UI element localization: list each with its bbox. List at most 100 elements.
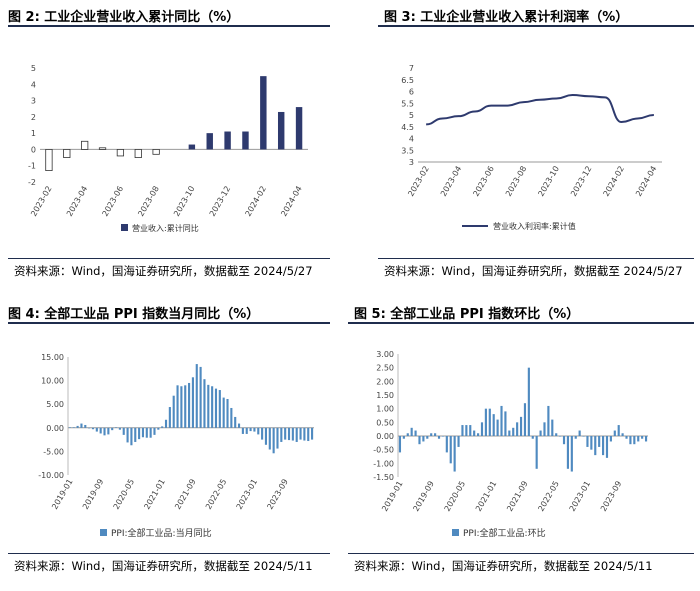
- x-tick-label: 2023-01: [568, 480, 593, 513]
- chart5-plot: -1.50 -1.00 -0.50 0.00 0.50 1.00 1.50 2.00 2.50 3…: [373, 350, 648, 539]
- bar-2021-10: [195, 364, 198, 428]
- bar-2019-07: [91, 427, 95, 430]
- legend-swatch: [452, 529, 459, 536]
- bar-2023-04: [264, 427, 268, 445]
- y-tick-label: 1.00: [376, 405, 394, 414]
- bar-2019-06: [418, 436, 421, 445]
- y-tick-label: 2.50: [376, 364, 394, 373]
- bar-2023-07: [134, 149, 142, 158]
- bar-2019-01: [68, 427, 71, 428]
- y-tick-label: 7: [409, 64, 414, 73]
- y-tick-label: 15.00: [41, 353, 64, 362]
- bar-2021-02: [164, 419, 168, 428]
- x-tick-label: 2019-01: [50, 478, 75, 511]
- bar-2024-03: [277, 111, 285, 150]
- bar-2023-01: [253, 427, 256, 432]
- bar-2020-07: [469, 425, 472, 436]
- x-tick-label: 2023-06: [471, 165, 496, 198]
- chart5-source-rule: [348, 553, 694, 554]
- bar-2020-02: [118, 427, 121, 430]
- y-tick-label: 0: [31, 145, 36, 154]
- bar-2022-07: [562, 436, 566, 445]
- x-tick-label: 2023-09: [265, 478, 290, 511]
- y-tick-label: -0.50: [373, 446, 394, 455]
- bar-2021-06: [180, 386, 183, 428]
- x-tick-label: 2022-05: [536, 480, 561, 513]
- bar-2022-08: [566, 436, 569, 469]
- bar-2021-07: [184, 385, 187, 428]
- x-tick-label: 2019-09: [411, 480, 436, 513]
- bar-2022-04: [218, 390, 221, 428]
- y-tick-label: 10.00: [41, 377, 64, 386]
- bar-2019-11: [107, 427, 110, 435]
- chart4-source: 资料来源：Wind，国海证券研究所，数据截至 2024/5/11: [14, 559, 313, 573]
- bar-2020-08: [473, 430, 476, 436]
- y-tick-label: 3.5: [401, 146, 414, 155]
- y-tick-label: 1.50: [376, 391, 394, 400]
- bar-2021-01: [161, 426, 164, 428]
- bar-2021-04: [172, 395, 175, 428]
- x-tick-label: 2023-02: [29, 185, 54, 218]
- bar-2022-05: [222, 397, 225, 428]
- bar-2021-11: [531, 436, 534, 439]
- x-tick-label: 2023-04: [65, 185, 90, 218]
- bar-2019-02: [402, 436, 405, 439]
- y-tick-label: 6: [409, 88, 414, 97]
- x-tick-label: 2023-08: [504, 165, 529, 198]
- bar-2020-11: [153, 427, 156, 435]
- legend-label: 营业收入利润率:累计值: [493, 221, 576, 231]
- chart3-title-rule: [378, 25, 694, 27]
- bar-2021-03: [500, 405, 503, 436]
- legend-label: 营业收入:累计同比: [132, 223, 199, 233]
- bar-2023-10: [621, 433, 624, 436]
- series-line: [426, 94, 654, 126]
- y-tick-label: 5.00: [46, 400, 64, 409]
- bar-2019-12: [111, 427, 114, 431]
- bar-2021-08: [188, 382, 191, 428]
- bar-2022-02: [543, 422, 546, 436]
- x-tick-label: 2023-12: [569, 165, 594, 198]
- y-tick-label: 3: [31, 97, 36, 106]
- bar-2022-11: [245, 427, 248, 434]
- bar-2023-04: [81, 140, 89, 150]
- bar-2021-07: [516, 422, 519, 436]
- bar-2024-02: [260, 76, 267, 150]
- bar-2023-07: [609, 436, 612, 442]
- x-tick-label: 2024-02: [602, 164, 627, 197]
- chart4-title-rule: [8, 322, 330, 324]
- bar-2019-09: [430, 433, 433, 436]
- bar-2023-12: [629, 436, 632, 445]
- bar-2019-05: [414, 430, 417, 436]
- bar-2024-04: [644, 436, 648, 442]
- chart5-title-rule: [348, 322, 694, 324]
- bar-2020-07: [138, 427, 141, 440]
- y-tick-label: 0.00: [376, 432, 394, 441]
- bar-2022-10: [241, 427, 244, 434]
- bar-2020-12: [157, 427, 160, 430]
- x-tick-label: 2023-12: [208, 185, 233, 218]
- bar-2020-04: [126, 427, 129, 443]
- bar-2022-06: [559, 436, 562, 437]
- bar-2023-02: [45, 149, 53, 172]
- chart2-title-rule: [8, 25, 330, 27]
- chart3-source: 资料来源：Wind，国海证券研究所，数据截至 2024/5/27: [384, 264, 683, 278]
- x-tick-label: 2023-01: [235, 478, 260, 511]
- bar-2023-12: [224, 131, 231, 150]
- bar-2023-03: [261, 427, 264, 440]
- legend-swatch: [121, 224, 128, 231]
- bar-2023-06: [605, 436, 609, 458]
- x-tick-label: 2023-02: [406, 165, 431, 198]
- x-tick-label: 2023-08: [136, 185, 161, 218]
- bar-2020-05: [130, 427, 133, 446]
- bar-2019-03: [406, 433, 409, 436]
- bar-2022-04: [551, 419, 554, 436]
- y-tick-label: 0.50: [376, 418, 394, 427]
- bar-2019-08: [426, 436, 429, 439]
- bar-2022-07: [230, 407, 233, 428]
- chart2-plot: -2 -1 0 1 2 3 4 5 2023-02 2023-04 2023-06 2023-08 20…: [28, 64, 308, 233]
- bar-2023-03: [63, 149, 71, 158]
- bar-2020-06: [465, 425, 468, 436]
- bar-2019-07: [422, 436, 425, 442]
- bar-2023-08: [152, 149, 160, 155]
- x-tick-label: 2022-05: [204, 478, 229, 511]
